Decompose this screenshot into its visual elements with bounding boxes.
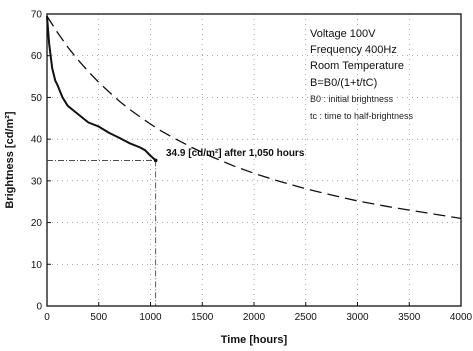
x-tick-label: 2500 (295, 312, 318, 323)
x-tick-label: 3500 (398, 312, 421, 323)
annotation-formula: B=B0/(1+t/tC) (310, 77, 377, 89)
y-tick-label: 50 (31, 93, 43, 104)
series-layer (46, 15, 462, 220)
callout-point (153, 158, 158, 163)
y-tick-label: 70 (31, 10, 43, 21)
annotation-temperature: Room Temperature (310, 60, 404, 72)
x-tick-label: 1000 (139, 312, 162, 323)
annotation-frequency: Frequency 400Hz (310, 44, 397, 56)
annotation-voltage: Voltage 100V (310, 28, 376, 40)
legend-half-brightness: tc : time to half-brightness (310, 111, 414, 121)
tick-labels: 0 500 1000 1500 2000 2500 3000 3500 4000 0 10 20 30 4… (31, 10, 473, 324)
y-tick-label: 20 (31, 218, 43, 229)
legend-initial-brightness: B0 : initial brightness (310, 94, 394, 104)
callout-label: 34.9 [cd/m²] after 1,050 hours (166, 148, 305, 159)
y-tick-label: 0 (36, 302, 42, 313)
x-tick-label: 0 (44, 312, 50, 323)
x-axis-label: Time [hours] (221, 334, 288, 346)
x-tick-label: 3000 (346, 312, 369, 323)
x-tick-label: 1500 (191, 312, 214, 323)
x-tick-label: 2000 (243, 312, 266, 323)
y-tick-label: 10 (31, 260, 43, 271)
callout (47, 158, 158, 306)
axes-layer (46, 13, 462, 307)
measured-curve-solid (46, 16, 157, 162)
y-tick-label: 60 (31, 51, 43, 62)
x-tick-label: 4000 (450, 312, 473, 323)
grid-layer (47, 14, 461, 306)
y-tick-label: 40 (31, 135, 43, 146)
y-axis-label: Brightness [cd/m²] (4, 111, 16, 209)
x-tick-label: 500 (90, 312, 107, 323)
y-tick-label: 30 (31, 176, 43, 187)
